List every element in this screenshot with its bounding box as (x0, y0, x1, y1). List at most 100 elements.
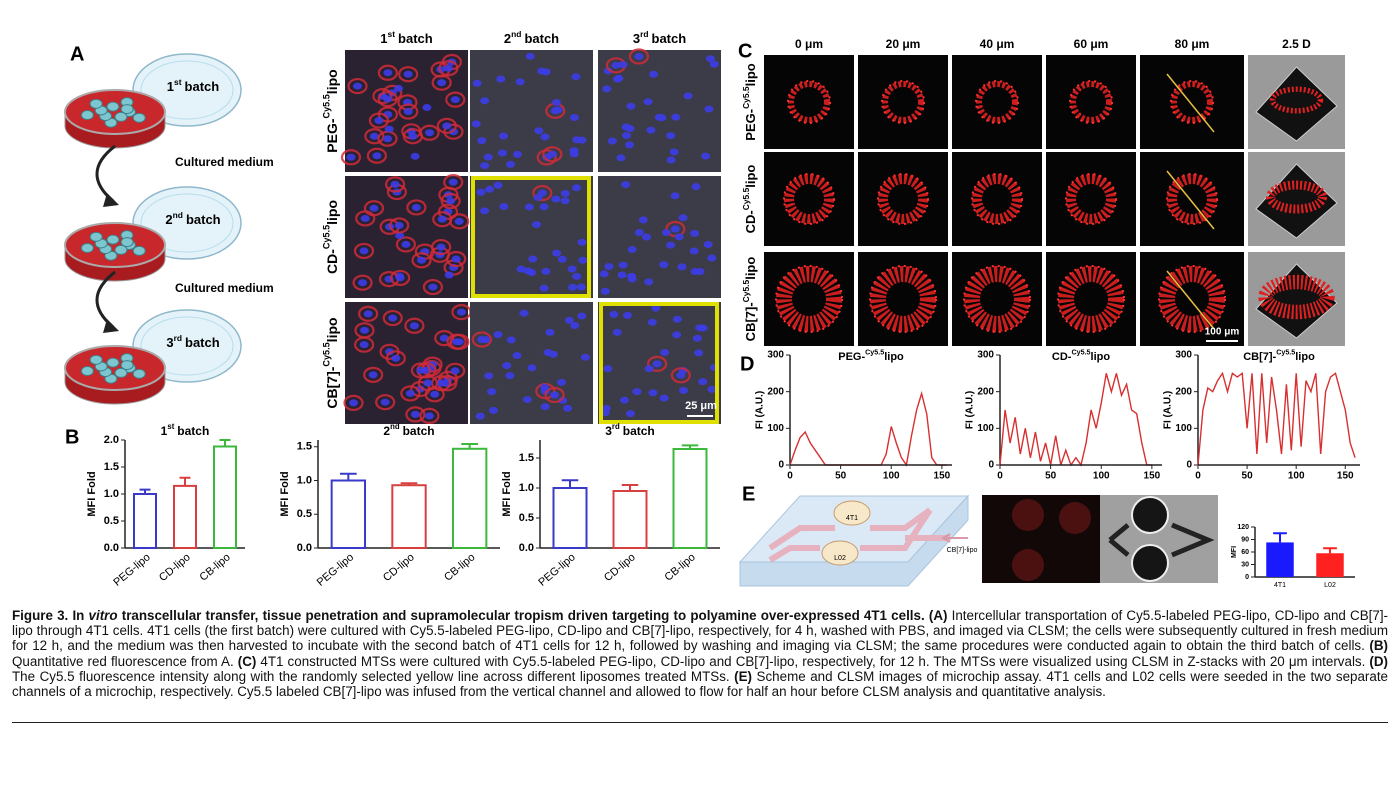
cell-membrane (402, 128, 423, 145)
nucleus (603, 365, 613, 373)
caption-text: The Cy5.5 fluorescence intensity along w… (12, 668, 735, 684)
spheroid (1167, 174, 1217, 224)
y-axis-label: FI (A.U.) (1163, 391, 1174, 429)
micrograph (1140, 55, 1244, 149)
nucleus (430, 390, 440, 398)
cell-membrane (405, 406, 426, 423)
nucleus (353, 82, 363, 90)
nucleus (369, 204, 379, 212)
cell-membrane (445, 91, 466, 108)
nucleus (690, 229, 700, 237)
nucleus (695, 267, 705, 275)
label: 3rd batch (166, 333, 219, 350)
nucleus (576, 283, 586, 291)
x-tick-label: 150 (1144, 471, 1161, 482)
cell-membrane (354, 322, 375, 339)
cell (80, 110, 94, 121)
dish (64, 89, 166, 135)
data-line (999, 373, 1152, 467)
label-text: CB[7]- (743, 302, 758, 341)
nucleus (360, 214, 370, 222)
micrograph (858, 152, 948, 246)
label-text: CD- (743, 210, 758, 233)
lid-inner (140, 316, 234, 376)
column-header: 80 μm (1175, 37, 1210, 51)
nucleus (450, 367, 460, 375)
nucleus (660, 348, 670, 356)
nucleus (374, 117, 384, 125)
cell-membrane (352, 274, 373, 291)
spheroid (1066, 174, 1116, 224)
nucleus (369, 132, 379, 140)
nucleus (571, 73, 581, 81)
nucleus (454, 338, 464, 346)
micrograph (1046, 152, 1136, 246)
bar (330, 479, 367, 549)
nucleus (499, 203, 509, 211)
label-text: 2 (383, 424, 390, 438)
bar (451, 447, 488, 549)
nucleus (545, 328, 555, 336)
nucleus (493, 331, 503, 339)
cell-membrane (389, 217, 410, 234)
nucleus (580, 353, 590, 361)
bar (133, 493, 157, 549)
nucleus (359, 247, 369, 255)
column-header: 0 μm (795, 37, 823, 51)
channel-image (1108, 522, 1215, 558)
nucleus (390, 180, 400, 188)
label-superscript: nd (511, 29, 521, 39)
nucleus (659, 261, 669, 269)
nucleus (607, 137, 617, 145)
x-tick-label: 0 (1195, 471, 1201, 482)
micrograph (1046, 55, 1136, 149)
caption-text: Quantitative red fluorescence from A. (12, 653, 238, 669)
nucleus (497, 149, 507, 157)
nucleus (677, 263, 687, 271)
cell-membrane (443, 174, 464, 191)
cell (106, 357, 120, 368)
label-superscript: Cy5.5 (1071, 348, 1090, 356)
nucleus (499, 132, 509, 140)
bar (612, 490, 648, 549)
nucleus (600, 287, 610, 295)
cell (114, 244, 128, 255)
nucleus (666, 132, 676, 140)
y-tick-label: 300 (767, 350, 784, 361)
nucleus (556, 378, 566, 386)
cell-membrane (382, 309, 403, 327)
spheroid (964, 266, 1030, 332)
nucleus (541, 267, 551, 275)
cell-membrane (647, 355, 668, 372)
highlight-box (599, 302, 719, 424)
y-tick-label: 0.5 (297, 508, 312, 520)
nucleus (707, 385, 717, 393)
nucleus (346, 153, 356, 161)
nucleus (505, 372, 515, 380)
cell-membrane (438, 60, 459, 77)
label: CB[7]-Cy5.5lipo (741, 257, 758, 342)
nucleus (678, 387, 688, 395)
spheroid (882, 81, 924, 123)
y-tick-label: 200 (1175, 386, 1192, 397)
cell-membrane (411, 252, 432, 269)
y-tick-label: 200 (977, 386, 994, 397)
cell-membrane (398, 66, 419, 83)
nucleus (616, 154, 626, 162)
nucleus (484, 372, 494, 380)
cell-membrane (404, 317, 425, 334)
scale-bar-label: 100 μm (1205, 327, 1240, 338)
y-tick-label: 200 (767, 386, 784, 397)
nucleus (540, 403, 550, 411)
error-bar (621, 484, 639, 491)
nucleus (410, 152, 420, 160)
nucleus (651, 304, 661, 312)
cell-membrane (372, 87, 393, 105)
nucleus (349, 399, 359, 407)
nucleus (394, 84, 404, 92)
label-text: lipo (743, 257, 758, 280)
x-tick-label: PEG-lipo (315, 551, 356, 588)
nucleus (358, 279, 368, 287)
nucleus (506, 336, 516, 344)
nucleus (613, 75, 623, 83)
